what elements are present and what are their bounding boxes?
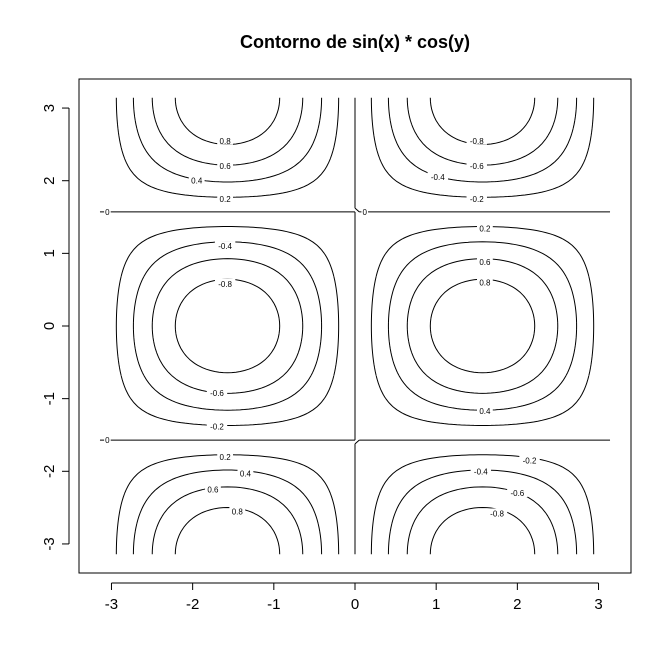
contour-label-bg	[205, 484, 221, 494]
contour-label-bg	[466, 193, 487, 203]
contour-label-bg	[466, 135, 487, 145]
contour-label: -0.8	[490, 509, 504, 518]
contour-label-bg	[188, 175, 205, 185]
x-tick-label: 3	[594, 596, 602, 613]
contour-label: 0.2	[220, 195, 232, 204]
contour-line-level-5	[115, 97, 595, 555]
contour-label-bg	[476, 223, 493, 233]
contour-line-level-3	[115, 97, 595, 555]
contour-label: 0.4	[191, 177, 203, 186]
contour-label-bg	[206, 421, 228, 431]
x-axis: -3 -2 -1 0 1 2 3	[105, 582, 603, 613]
contour-label-bg	[466, 161, 487, 171]
contour-label: 0.6	[207, 485, 219, 494]
contour-label-bg	[476, 257, 493, 267]
contour-label-bg	[217, 451, 234, 461]
contour-label: -0.6	[210, 389, 224, 398]
contour-label: -0.4	[474, 467, 488, 476]
contour-label: -0.4	[431, 173, 445, 182]
contour-label-bg	[217, 135, 234, 145]
contour-label-bg	[214, 278, 236, 288]
contour-label: 0	[363, 208, 368, 217]
y-tick-label: 3	[41, 104, 58, 112]
x-tick-label: 2	[513, 596, 521, 613]
contour-labels: 0.8 0.6 0.4 0.2 0 0 -0.8 -0.6 -0.4 -0.2 -0.4 -0.8 -0…	[104, 135, 540, 518]
contour-label-bg	[237, 468, 254, 478]
y-tick-label: -3	[41, 537, 58, 550]
x-tick-label: 1	[432, 596, 440, 613]
contour-label: -0.8	[218, 280, 232, 289]
contour-label-bg	[229, 506, 246, 516]
contour-label-bg	[470, 466, 492, 476]
contour-label: 0.8	[220, 137, 232, 146]
contour-label: -0.2	[523, 456, 537, 465]
contour-label-bg	[476, 277, 493, 287]
contour-label: 0.2	[479, 225, 491, 234]
contour-label-bg	[476, 405, 493, 415]
y-tick-label: -2	[41, 465, 58, 478]
y-axis: -3 -2 -1 0 1 2 3	[41, 104, 70, 551]
contour-label-bg	[519, 455, 540, 465]
contour-label: 0.6	[479, 258, 491, 267]
contour-lines	[99, 97, 611, 555]
contour-label: -0.2	[470, 195, 484, 204]
contour-label: 0.4	[240, 469, 252, 478]
contour-label: 0.2	[220, 453, 232, 462]
contour-label-bg	[206, 387, 228, 397]
contour-label: 0.4	[479, 407, 491, 416]
contour-label: -0.4	[218, 242, 232, 251]
contour-label: 0	[105, 208, 110, 217]
contour-label: -0.8	[470, 137, 484, 146]
contour-label-bg	[214, 241, 236, 251]
chart-title: Contorno de sin(x) * cos(y)	[240, 32, 470, 52]
contour-label-bg	[217, 161, 234, 171]
contour-label-bg	[486, 508, 508, 518]
contour-label: 0	[105, 436, 110, 445]
x-tick-label: -1	[267, 596, 280, 613]
y-tick-label: 2	[41, 177, 58, 185]
contour-label-bg	[427, 172, 448, 182]
contour-label: -0.6	[510, 489, 524, 498]
contour-label-bg	[104, 435, 111, 445]
y-tick-label: 1	[41, 249, 58, 257]
x-tick-label: -3	[105, 596, 118, 613]
y-tick-label: 0	[41, 322, 58, 330]
y-tick-label: -1	[41, 392, 58, 405]
x-tick-label: 0	[351, 596, 359, 613]
contour-label-bg	[104, 206, 111, 216]
contour-label-bg	[217, 193, 234, 203]
contour-label: 0.8	[232, 507, 244, 516]
contour-label: 0.6	[220, 162, 232, 171]
plot-area-border	[78, 78, 632, 574]
contour-label: 0.8	[479, 278, 491, 287]
contour-line-level-4	[99, 97, 611, 555]
contour-label: -0.6	[470, 162, 484, 171]
contour-label: -0.2	[210, 422, 224, 431]
contour-label-bg	[361, 206, 369, 216]
contour-line-level-6	[132, 97, 578, 555]
x-tick-label: -2	[186, 596, 199, 613]
contour-label-bg	[507, 488, 528, 498]
